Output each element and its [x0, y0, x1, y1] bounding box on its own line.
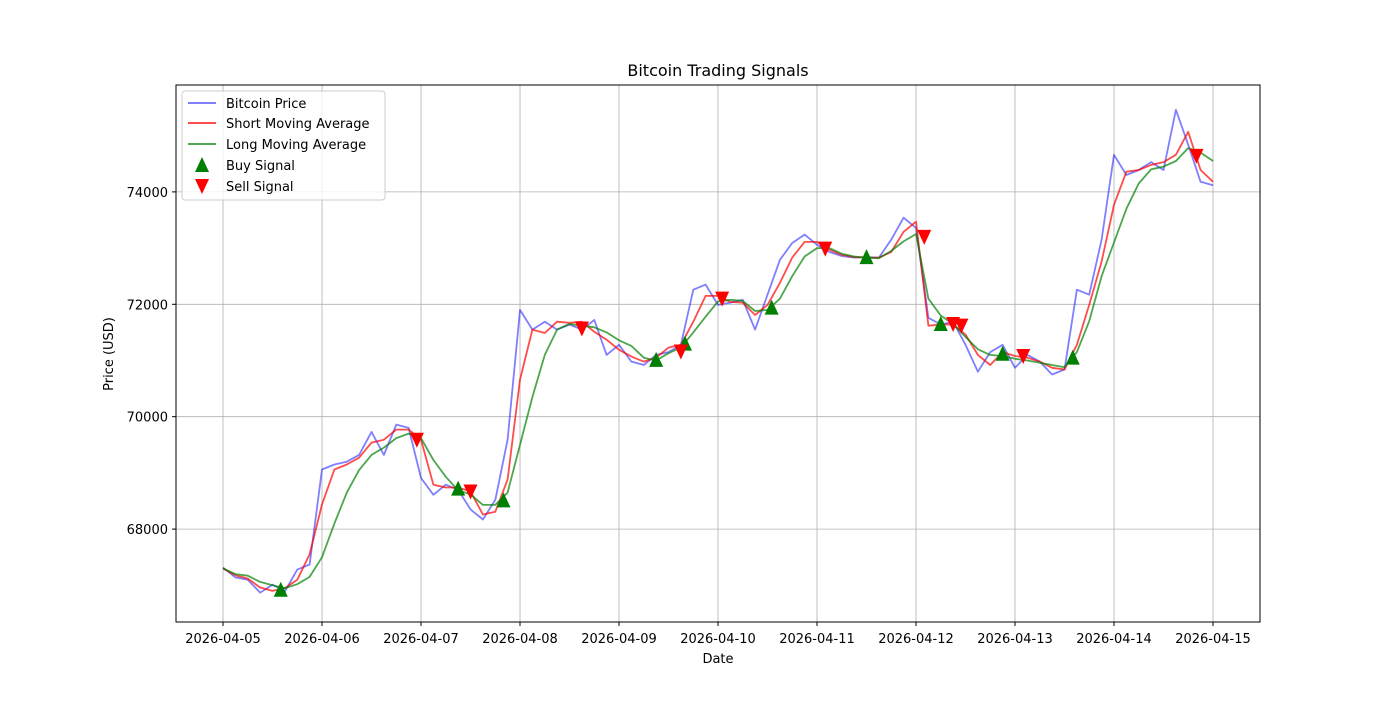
y-tick-label: 72000	[127, 298, 168, 313]
y-tick-label: 74000	[127, 186, 168, 201]
legend-label-buy: Buy Signal	[226, 159, 295, 174]
x-tick-label: 2026-04-15	[1175, 632, 1251, 647]
sell-signal-marker	[715, 291, 730, 307]
x-tick-label: 2026-04-08	[482, 632, 558, 647]
legend-label-short-ma: Short Moving Average	[226, 117, 370, 132]
chart-title: Bitcoin Trading Signals	[627, 61, 808, 80]
x-tick-label: 2026-04-10	[680, 632, 756, 647]
legend-label-price: Bitcoin Price	[226, 97, 306, 112]
x-tick-label: 2026-04-11	[779, 632, 855, 647]
buy-signal-marker	[496, 492, 511, 508]
sell-signal-marker	[673, 344, 688, 360]
x-tick-label: 2026-04-12	[878, 632, 954, 647]
y-tick-label: 68000	[127, 523, 168, 538]
x-tick-label: 2026-04-14	[1076, 632, 1152, 647]
buy-signal-marker	[995, 345, 1010, 361]
buy-signal-marker	[859, 249, 874, 265]
legend-label-sell: Sell Signal	[226, 180, 294, 195]
x-tick-label: 2026-04-07	[383, 632, 459, 647]
buy-signal-marker	[1065, 349, 1080, 365]
sell-signal-marker	[1189, 148, 1204, 164]
y-axis-label: Price (USD)	[102, 317, 117, 391]
x-tick-label: 2026-04-06	[284, 632, 360, 647]
x-axis: 2026-04-05 2026-04-06 2026-04-07 2026-04-08…	[185, 622, 1251, 647]
y-tick-label: 70000	[127, 411, 168, 426]
x-tick-label: 2026-04-05	[185, 632, 261, 647]
legend-label-long-ma: Long Moving Average	[226, 138, 366, 153]
legend-sell-marker-icon	[195, 179, 209, 194]
legend-buy-marker-icon	[195, 157, 209, 172]
y-axis: 68000 70000 72000 74000	[127, 186, 176, 538]
buy-signal-marker	[273, 581, 288, 597]
buy-signal-marker	[764, 299, 779, 315]
legend-frame	[181, 90, 386, 201]
x-axis-label: Date	[702, 652, 733, 667]
sell-signal-marker	[917, 229, 932, 245]
long-ma-line	[222, 147, 1214, 589]
sell-signal-marker	[818, 241, 833, 257]
buy-signal-marker	[649, 351, 664, 367]
x-tick-label: 2026-04-09	[581, 632, 657, 647]
sell-signal-marker	[1016, 349, 1031, 365]
sell-signal-marker	[463, 484, 478, 500]
sell-signal-marker	[574, 321, 589, 337]
sell-signal-marker	[954, 318, 969, 334]
legend: Bitcoin Price Short Moving Average Long …	[181, 90, 386, 201]
sell-signal-marker	[409, 432, 424, 448]
buy-signal-marker	[933, 315, 948, 331]
x-tick-label: 2026-04-13	[977, 632, 1053, 647]
plot-area	[222, 108, 1214, 597]
buy-signal-marker	[451, 480, 466, 496]
